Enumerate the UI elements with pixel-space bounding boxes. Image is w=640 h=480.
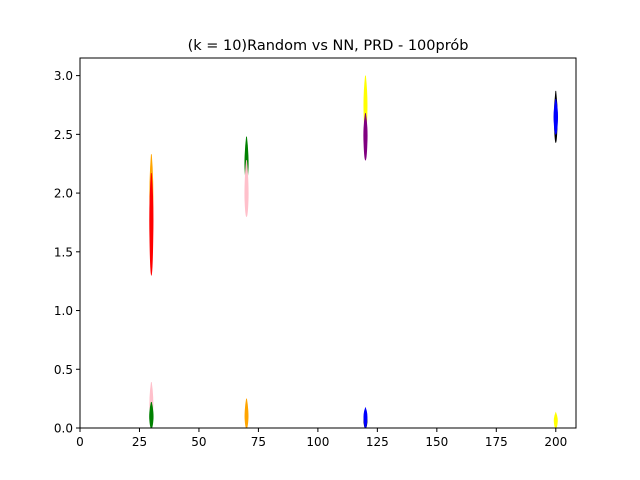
- x-tick-label-0: 0: [76, 435, 84, 449]
- x-tick-label-50: 50: [191, 435, 206, 449]
- x-tick-label-100: 100: [306, 435, 329, 449]
- y-tick-label-1: 1.0: [54, 304, 73, 318]
- violins-group: [149, 75, 558, 429]
- x-tick-label-150: 150: [425, 435, 448, 449]
- violin-70-6: [244, 398, 249, 429]
- x-tick-label-175: 175: [485, 435, 508, 449]
- violin-30-1: [149, 173, 154, 276]
- y-tick-label-1.5: 1.5: [54, 245, 73, 259]
- x-tick-label-200: 200: [544, 435, 567, 449]
- violin-200-12: [553, 99, 558, 135]
- y-tick-label-0: 0.0: [54, 422, 73, 436]
- y-tick-label-0.5: 0.5: [54, 363, 73, 377]
- violin-120-8: [363, 113, 368, 161]
- axes-frame: [79, 57, 577, 429]
- y-tick-label-2.5: 2.5: [54, 128, 73, 142]
- violin-200-13: [553, 411, 558, 429]
- violin-30-3: [149, 402, 154, 429]
- y-tick-label-2: 2.0: [54, 187, 73, 201]
- violin-70-5: [244, 160, 249, 217]
- x-tick-label-75: 75: [251, 435, 266, 449]
- y-tick-label-3: 3.0: [54, 69, 73, 83]
- x-tick-label-125: 125: [366, 435, 389, 449]
- axes-group: 0 25 50 75 100 125 150 175 200 0.0 0.5 1.0 1.5 2.0 2.5…: [54, 57, 577, 449]
- x-tick-label-25: 25: [132, 435, 147, 449]
- chart-title: (k = 10)Random vs NN, PRD - 100prób: [188, 38, 469, 54]
- violin-120-10: [363, 406, 368, 429]
